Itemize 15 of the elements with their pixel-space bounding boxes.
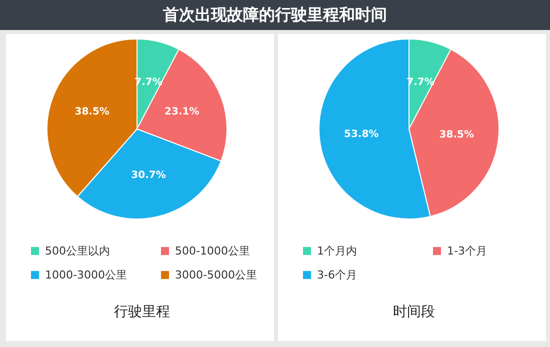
legend-label: 3000-5000公里 xyxy=(175,268,257,282)
legend-label: 500-1000公里 xyxy=(175,244,250,258)
data-label: 38.5% xyxy=(74,106,110,118)
chart-title: 首次出现故障的行驶里程和时间 xyxy=(0,0,550,30)
text: 时间段 xyxy=(393,304,435,320)
data-label: 30.7% xyxy=(131,170,166,182)
legend-label: 500公里以内 xyxy=(45,244,110,258)
legend-label: 1个月内 xyxy=(317,244,357,258)
data-label: 23.1% xyxy=(164,106,200,118)
data-label: 53.8% xyxy=(344,129,379,140)
legend-label: 3-6个月 xyxy=(317,268,357,282)
text: 行驶里程 xyxy=(114,304,170,320)
legend-label: 1-3个月 xyxy=(447,244,487,258)
data-label: 38.5% xyxy=(439,129,474,140)
legend-label: 1000-3000公里 xyxy=(45,268,127,282)
